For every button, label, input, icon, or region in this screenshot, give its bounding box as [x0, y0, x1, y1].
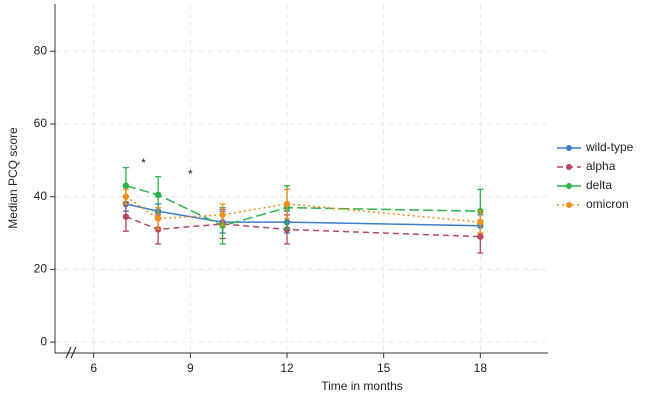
- x-tick-label: 9: [187, 361, 194, 375]
- x-tick-label: 6: [90, 361, 97, 375]
- data-point: [477, 233, 484, 240]
- data-point: [122, 213, 130, 220]
- x-axis-label: Time in months: [321, 379, 403, 393]
- data-point: [154, 215, 162, 222]
- legend-marker: [566, 183, 572, 189]
- data-point: [219, 211, 226, 219]
- data-point: [477, 218, 484, 226]
- legend-label: wild-type: [585, 140, 634, 154]
- series-line: [125, 215, 481, 238]
- legend-label: delta: [586, 178, 612, 192]
- y-tick-label: 0: [40, 334, 47, 348]
- legend-marker: [566, 202, 572, 208]
- annotation: *: [188, 167, 193, 181]
- legend-label: omicron: [586, 197, 629, 211]
- data-point: [283, 200, 291, 208]
- y-tick-label: 40: [34, 189, 48, 203]
- x-tick-label: 15: [377, 361, 391, 375]
- legend-marker: [566, 145, 572, 151]
- x-tick-label: 18: [474, 361, 488, 375]
- y-tick-label: 60: [34, 116, 48, 130]
- data-point: [122, 182, 130, 189]
- y-tick-label: 80: [34, 43, 48, 57]
- annotation: *: [141, 156, 146, 170]
- data-point: [154, 191, 162, 199]
- legend-marker: [566, 164, 572, 170]
- legend-label: alpha: [586, 159, 616, 173]
- data-point: [122, 193, 130, 200]
- x-tick-label: 12: [280, 361, 294, 375]
- y-axis-label: Median PCQ score: [6, 127, 20, 229]
- y-tick-label: 20: [34, 262, 48, 276]
- series-line: [125, 196, 481, 223]
